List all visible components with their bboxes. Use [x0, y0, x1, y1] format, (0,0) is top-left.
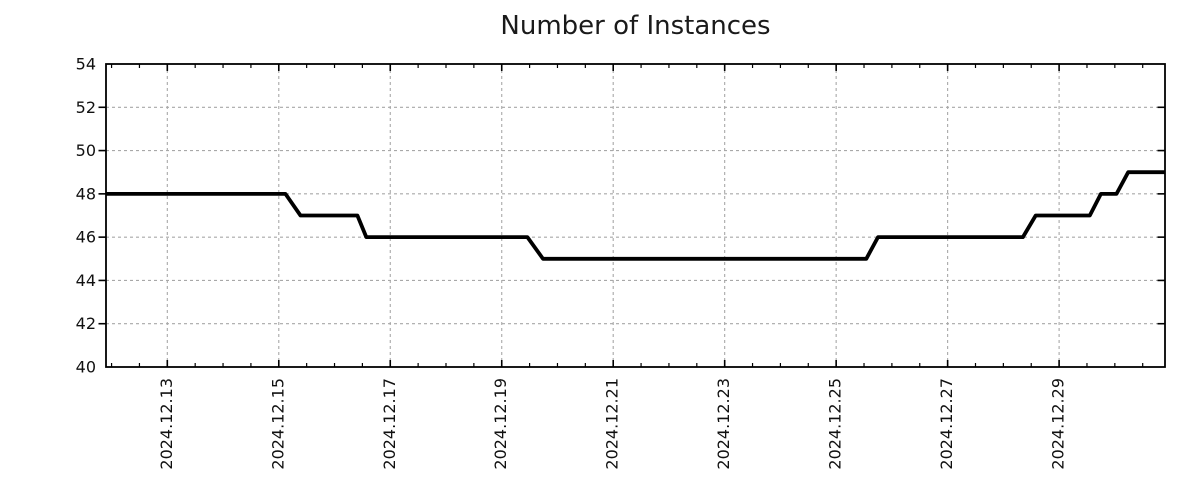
- y-tick-label: 44: [76, 271, 96, 290]
- x-tick-label: 2024.12.25: [826, 378, 845, 470]
- x-tick-label: 2024.12.29: [1049, 378, 1068, 470]
- y-tick-label: 52: [76, 98, 96, 117]
- data-line-instances: [106, 170, 1165, 261]
- x-tick-label: 2024.12.21: [603, 378, 622, 470]
- x-tick-label: 2024.12.23: [714, 378, 733, 470]
- y-tick-label: 48: [76, 184, 96, 203]
- x-tick-label: 2024.12.15: [268, 378, 287, 470]
- x-tick-label: 2024.12.27: [937, 378, 956, 470]
- x-tick-label: 2024.12.13: [157, 378, 176, 470]
- x-tick-label: 2024.12.17: [380, 378, 399, 470]
- y-tick-label: 42: [76, 314, 96, 333]
- plot-border: [105, 63, 1166, 368]
- y-tick-label: 50: [76, 141, 96, 160]
- y-tick-label: 54: [76, 55, 96, 74]
- chart-title: Number of Instances: [500, 11, 771, 41]
- x-tick-label: 2024.12.19: [491, 378, 510, 470]
- y-tick-label: 40: [76, 358, 96, 377]
- y-tick-label: 46: [76, 228, 96, 247]
